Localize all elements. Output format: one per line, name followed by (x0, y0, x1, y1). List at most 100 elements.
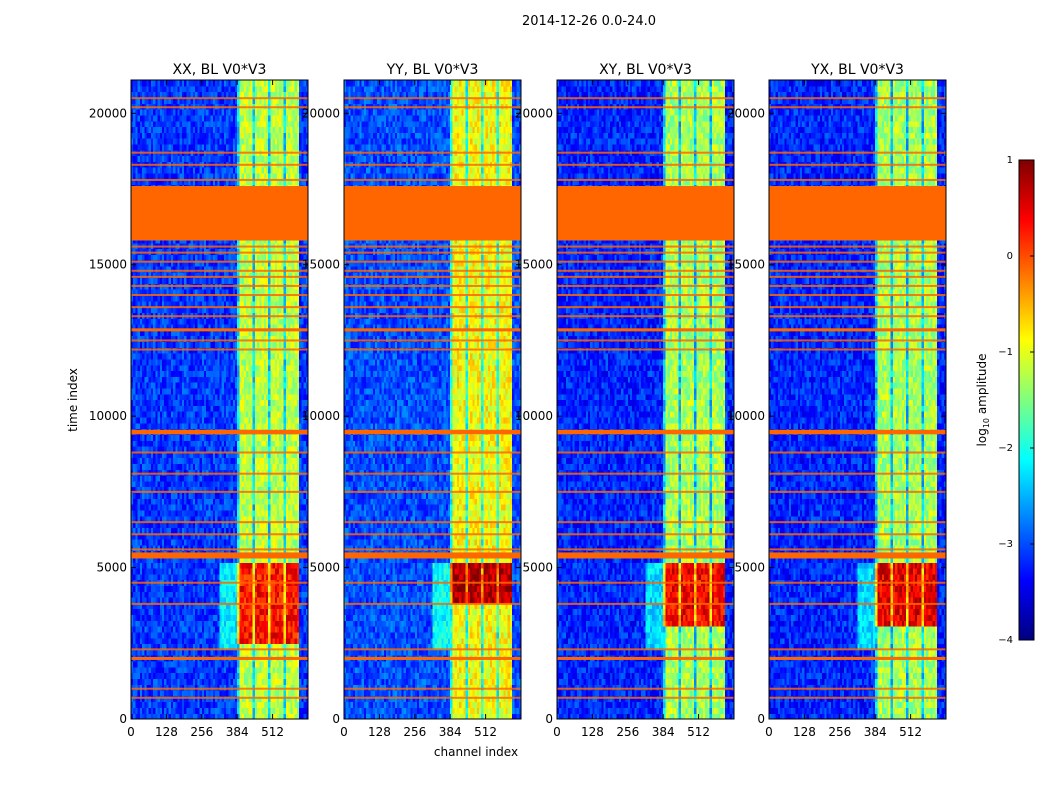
flagged-line (344, 687, 521, 690)
y-tick-label: 20000 (89, 106, 127, 120)
y-tick-label: 0 (757, 712, 765, 726)
flagged-line (769, 306, 946, 309)
flagged-block (344, 552, 521, 559)
colorbar-tick-label: 0 (1007, 251, 1013, 262)
flagged-line (769, 163, 946, 166)
flagged-line (344, 106, 521, 109)
flagged-block (769, 552, 946, 559)
flagged-line (131, 260, 308, 263)
y-tick-label: 0 (332, 712, 340, 726)
flagged-line (131, 106, 308, 109)
x-tick-label: 128 (793, 725, 816, 739)
flagged-line (344, 602, 521, 605)
flagged-line (131, 581, 308, 584)
flagged-line (344, 648, 521, 651)
x-tick-label: 128 (155, 725, 178, 739)
flagged-line (769, 269, 946, 272)
flagged-line (769, 533, 946, 536)
x-tick-label: 256 (190, 725, 213, 739)
flagged-block (557, 429, 734, 435)
x-tick-label: 384 (226, 725, 249, 739)
flagged-line (344, 306, 521, 309)
x-tick-label: 512 (899, 725, 922, 739)
flagged-line (557, 315, 734, 318)
flagged-line (131, 294, 308, 297)
flagged-block (769, 429, 946, 435)
flagged-line (769, 245, 946, 248)
y-tick-label: 15000 (89, 258, 127, 272)
flagged-line (131, 548, 308, 551)
flagged-line (557, 602, 734, 605)
flagged-line (557, 696, 734, 699)
flagged-block (344, 656, 521, 660)
flagged-line (557, 284, 734, 287)
colorbar-label: log10 amplitude (975, 354, 991, 447)
flagged-line (131, 490, 308, 493)
panel-frame (343, 79, 522, 720)
x-tick-label: 256 (403, 725, 426, 739)
flagged-line (344, 284, 521, 287)
flagged-block (131, 552, 308, 559)
flagged-line (557, 178, 734, 181)
flagged-line (769, 106, 946, 109)
flagged-line (131, 348, 308, 351)
panel-title: YY, BL V0*V3 (386, 62, 479, 78)
flagged-line (557, 581, 734, 584)
x-tick-label: 128 (581, 725, 604, 739)
flagged-line (131, 251, 308, 254)
flagged-block (131, 656, 308, 660)
flagged-line (344, 696, 521, 699)
panel-frame (556, 79, 735, 720)
flagged-line (557, 490, 734, 493)
heatmap-cells-3 (557, 80, 734, 719)
panel-3: XY, BL V0*V3 0 128 256 384 512 0 5000 10000 15000… (515, 62, 735, 739)
flagged-block (131, 429, 308, 435)
flagged-line (131, 306, 308, 309)
flagged-line (344, 581, 521, 584)
colorbar: 1 0 −1 −2 −3 −4 log10 amplitude (975, 155, 1035, 646)
flagged-line (344, 260, 521, 263)
flagged-line (344, 294, 521, 297)
flagged-line (769, 472, 946, 475)
flagged-block (769, 185, 946, 241)
colorbar-tick-label: −1 (998, 347, 1013, 358)
flagged-line (769, 696, 946, 699)
flagged-line (344, 251, 521, 254)
flagged-line (557, 533, 734, 536)
flagged-line (131, 178, 308, 181)
flagged-block (131, 328, 308, 332)
flagged-line (557, 521, 734, 524)
y-tick-label: 20000 (302, 106, 340, 120)
colorbar-tick-label: −4 (998, 635, 1013, 646)
flagged-line (769, 315, 946, 318)
y-tick-label: 0 (545, 712, 553, 726)
flagged-line (769, 648, 946, 651)
flagged-line (344, 339, 521, 342)
panel-title: XY, BL V0*V3 (599, 62, 692, 78)
flagged-line (557, 251, 734, 254)
flagged-block (344, 185, 521, 241)
x-tick-label: 0 (765, 725, 773, 739)
flagged-line (344, 548, 521, 551)
flagged-line (344, 348, 521, 351)
flagged-line (131, 696, 308, 699)
y-tick-label: 5000 (734, 561, 765, 575)
flagged-line (344, 275, 521, 278)
flagged-line (557, 306, 734, 309)
flagged-line (131, 269, 308, 272)
flagged-line (131, 245, 308, 248)
heatmap-cells-4 (769, 80, 946, 719)
y-tick-label: 10000 (727, 409, 765, 423)
flagged-line (131, 687, 308, 690)
y-tick-label: 5000 (309, 561, 340, 575)
flagged-line (344, 472, 521, 475)
flagged-line (344, 521, 521, 524)
flagged-line (769, 97, 946, 100)
flagged-line (131, 151, 308, 154)
flagged-line (557, 106, 734, 109)
flagged-line (769, 275, 946, 278)
panel-4: YX, BL V0*V3 0 128 256 384 512 0 5000 10000 15000… (727, 62, 947, 739)
flagged-line (557, 548, 734, 551)
flagged-line (344, 490, 521, 493)
y-tick-label: 20000 (727, 106, 765, 120)
